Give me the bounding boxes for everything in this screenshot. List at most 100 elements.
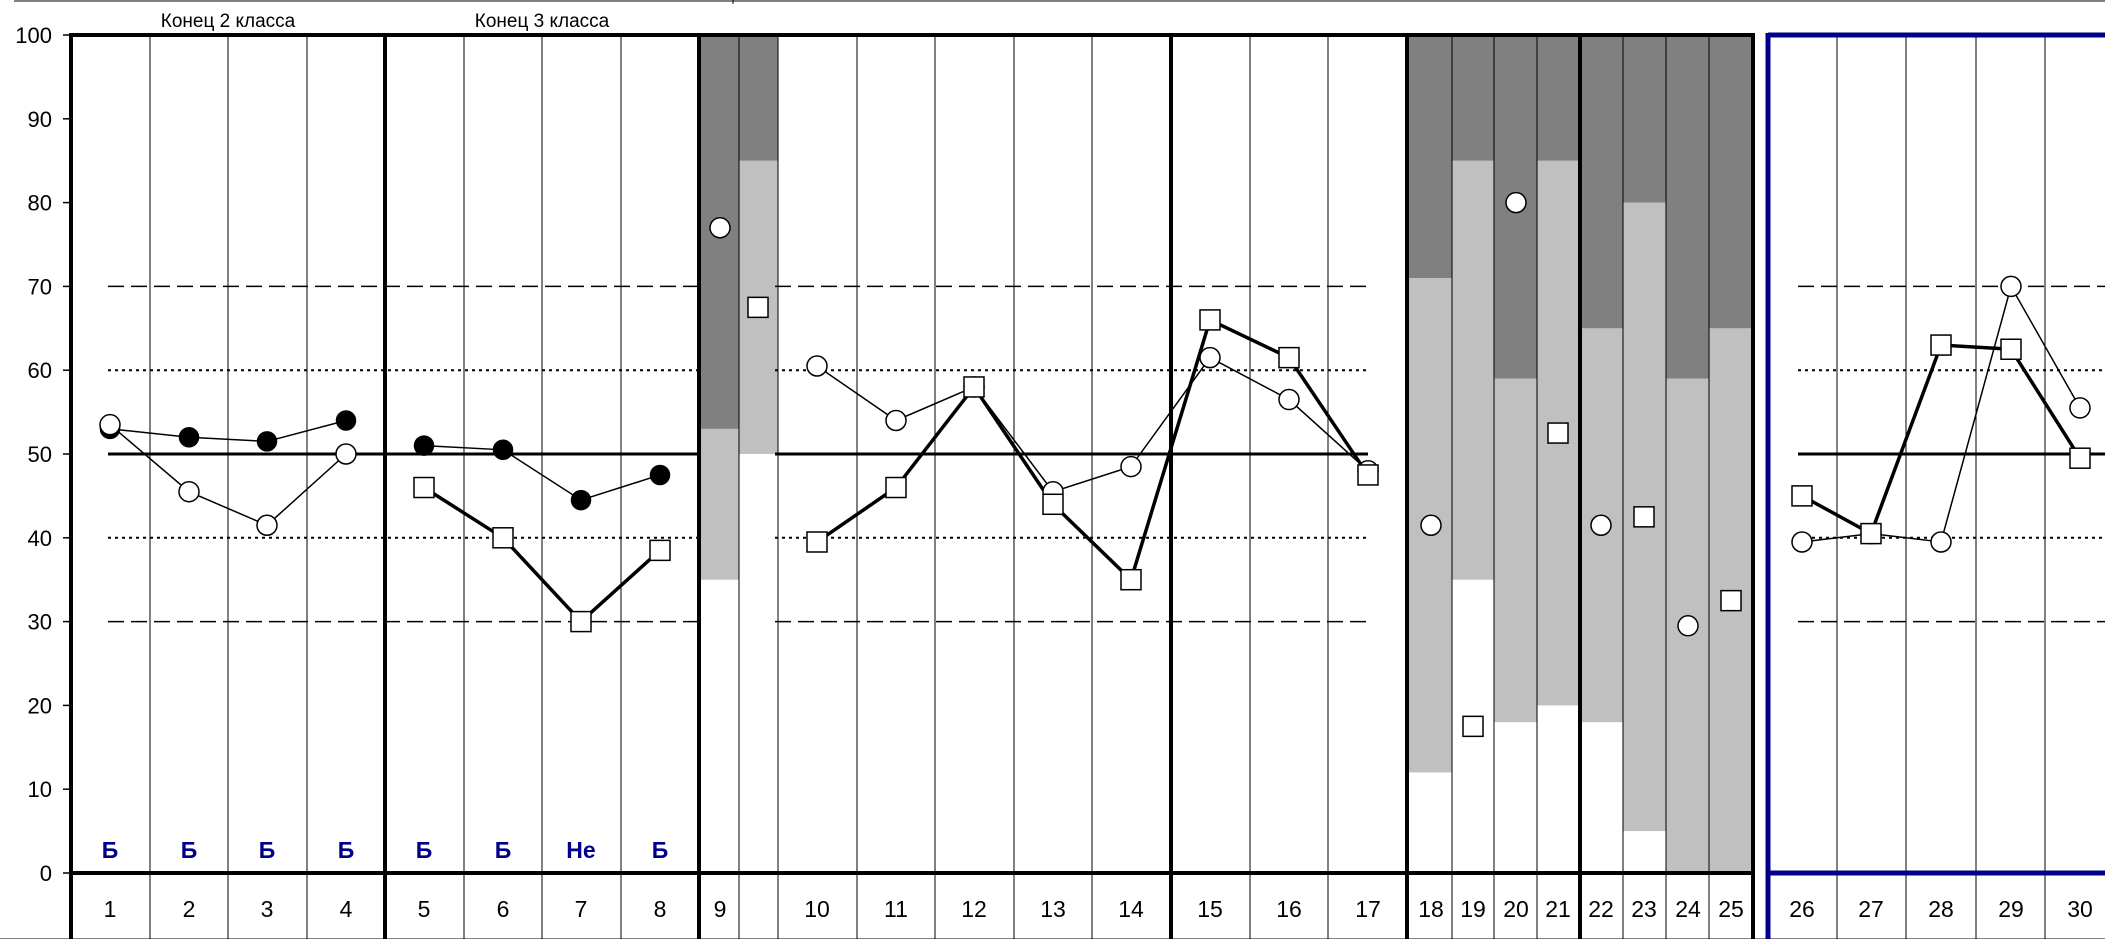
x-tick-label: 18 <box>1418 896 1444 922</box>
filled-circle-marker <box>178 426 200 448</box>
y-tick-label: 70 <box>28 274 52 299</box>
x-tick-label: 17 <box>1355 896 1381 922</box>
open-square-marker <box>806 531 828 553</box>
bottom-label: Б <box>416 837 433 863</box>
open-circle-marker <box>1120 455 1142 478</box>
section-label: Конец 3 класса <box>475 11 610 32</box>
open-square-marker <box>1357 464 1379 486</box>
x-tick-label: 12 <box>961 896 987 922</box>
open-square-marker <box>1930 334 1952 356</box>
stacked-bar-band <box>1494 378 1537 723</box>
open-square-marker <box>1199 309 1221 331</box>
stacked-bar-band <box>1494 722 1537 873</box>
x-tick-label: 11 <box>884 896 908 922</box>
stacked-bar-band <box>739 35 778 161</box>
open-circle-marker <box>1791 531 1813 553</box>
series-line-open-square <box>816 317 1370 583</box>
x-tick-label: 7 <box>575 896 588 922</box>
stacked-bar-band <box>1623 831 1666 873</box>
open-circle-marker <box>1199 346 1221 369</box>
series-line-filled-circle <box>109 419 347 443</box>
stacked-bar-band <box>1537 705 1580 873</box>
stacked-bar-band <box>1452 160 1494 580</box>
filled-circle-marker <box>649 464 671 486</box>
bottom-label: Б <box>652 837 669 863</box>
y-tick-label: 40 <box>28 526 52 551</box>
x-tick-label: 27 <box>1858 896 1884 922</box>
open-square-marker <box>1791 485 1813 507</box>
stacked-bar-band <box>1409 772 1452 873</box>
open-circle-marker <box>2069 397 2091 419</box>
bottom-label: Б <box>181 837 198 863</box>
series-line-open-square <box>1801 343 2082 537</box>
open-square-marker <box>885 476 907 499</box>
stacked-bar-band <box>1582 35 1623 329</box>
open-circle-marker <box>99 413 121 436</box>
x-tick-label: 10 <box>804 896 830 922</box>
y-tick-label: 80 <box>28 191 52 216</box>
x-tick-label: 3 <box>261 896 274 922</box>
y-tick-label: 60 <box>28 358 52 383</box>
open-circle-marker <box>1677 615 1699 637</box>
open-square-marker <box>747 296 769 319</box>
x-tick-label: 19 <box>1460 896 1486 922</box>
stacked-bar-band <box>1666 35 1709 379</box>
y-tick-label: 0 <box>40 861 52 886</box>
open-circle-marker <box>335 443 357 465</box>
filled-circle-marker <box>492 439 514 461</box>
series-line-open-circle <box>109 424 347 527</box>
open-circle-marker <box>806 355 828 377</box>
stacked-bar-band <box>739 454 778 873</box>
open-circle-marker <box>1420 514 1442 536</box>
y-tick-label: 10 <box>28 777 52 802</box>
open-square-marker <box>1720 589 1742 612</box>
open-square-marker <box>1120 568 1142 591</box>
x-tick-label: 2 <box>183 896 196 922</box>
open-square-marker <box>570 610 592 633</box>
series-line-open-circle <box>816 356 1369 493</box>
open-square-marker <box>1042 493 1064 516</box>
filled-circle-marker <box>256 431 278 452</box>
y-tick-label: 50 <box>28 442 52 467</box>
y-tick-label: 90 <box>28 107 52 132</box>
x-tick-label: 28 <box>1928 896 1954 922</box>
open-circle-marker <box>256 514 278 536</box>
x-tick-label: 26 <box>1789 896 1815 922</box>
bottom-label: Не <box>566 837 595 863</box>
x-tick-label: 24 <box>1675 896 1701 922</box>
open-square-marker <box>1633 506 1655 528</box>
open-circle-marker <box>885 409 907 432</box>
open-circle-marker <box>1278 388 1300 411</box>
open-circle-marker <box>178 480 200 503</box>
open-square-marker <box>963 376 985 398</box>
open-circle-marker <box>709 216 731 239</box>
x-tick-label: 25 <box>1718 896 1744 922</box>
open-circle-marker <box>1590 514 1612 536</box>
y-tick-label: 20 <box>28 693 52 718</box>
x-tick-label: 4 <box>340 896 353 922</box>
series-line-filled-circle <box>423 444 661 501</box>
x-tick-label: 20 <box>1503 896 1529 922</box>
filled-circle-marker <box>570 489 592 511</box>
filled-circle-marker <box>335 410 357 431</box>
stacked-bar-band <box>1582 722 1623 873</box>
bottom-label: Б <box>102 837 119 863</box>
filled-circle-marker <box>413 435 435 456</box>
open-square-marker <box>1278 346 1300 369</box>
bottom-label: Б <box>338 837 355 863</box>
x-tick-label: 1 <box>104 896 117 922</box>
stacked-bar-band <box>1709 35 1751 329</box>
stacked-bar-band <box>701 579 739 873</box>
x-tick-label: 22 <box>1588 896 1614 922</box>
bottom-label: Б <box>495 837 512 863</box>
stacked-bar-band <box>1452 35 1494 161</box>
x-tick-label: 30 <box>2067 896 2093 922</box>
stacked-bar-band <box>701 428 739 580</box>
stacked-bar-band <box>1537 35 1580 161</box>
open-square-marker <box>2069 447 2091 469</box>
x-tick-label: 15 <box>1197 896 1223 922</box>
open-square-marker <box>492 527 514 549</box>
open-square-marker <box>649 539 671 562</box>
